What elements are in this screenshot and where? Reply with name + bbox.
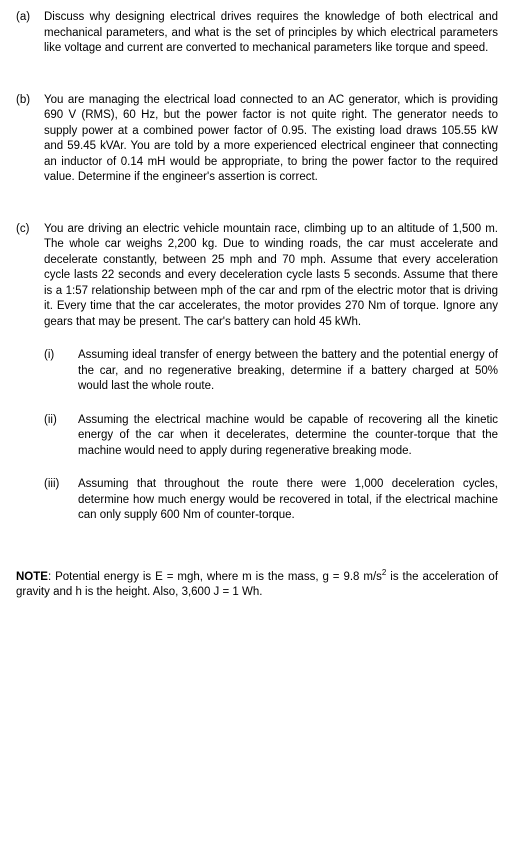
subpart-ii-text: Assuming the electrical machine would be… bbox=[78, 413, 498, 460]
part-a-label: (a) bbox=[16, 10, 44, 57]
part-c-content: You are driving an electric vehicle moun… bbox=[44, 222, 498, 542]
note-block: NOTE: Potential energy is E = mgh, where… bbox=[16, 570, 498, 601]
subpart-ii: (ii) Assuming the electrical machine wou… bbox=[44, 413, 498, 460]
part-c-intro: You are driving an electric vehicle moun… bbox=[44, 222, 498, 331]
part-b: (b) You are managing the electrical load… bbox=[16, 93, 498, 186]
part-b-label: (b) bbox=[16, 93, 44, 186]
part-c-label: (c) bbox=[16, 222, 44, 542]
part-c: (c) You are driving an electric vehicle … bbox=[16, 222, 498, 542]
subpart-i-text: Assuming ideal transfer of energy betwee… bbox=[78, 348, 498, 395]
part-b-text: You are managing the electrical load con… bbox=[44, 93, 498, 186]
subpart-i: (i) Assuming ideal transfer of energy be… bbox=[44, 348, 498, 395]
note-text-before: : Potential energy is E = mgh, where m i… bbox=[48, 571, 382, 583]
subpart-iii-label: (iii) bbox=[44, 477, 78, 524]
subpart-ii-label: (ii) bbox=[44, 413, 78, 460]
part-a: (a) Discuss why designing electrical dri… bbox=[16, 10, 498, 57]
subpart-i-label: (i) bbox=[44, 348, 78, 395]
part-a-text: Discuss why designing electrical drives … bbox=[44, 10, 498, 57]
subpart-iii: (iii) Assuming that throughout the route… bbox=[44, 477, 498, 524]
subpart-iii-text: Assuming that throughout the route there… bbox=[78, 477, 498, 524]
note-label: NOTE bbox=[16, 571, 48, 583]
